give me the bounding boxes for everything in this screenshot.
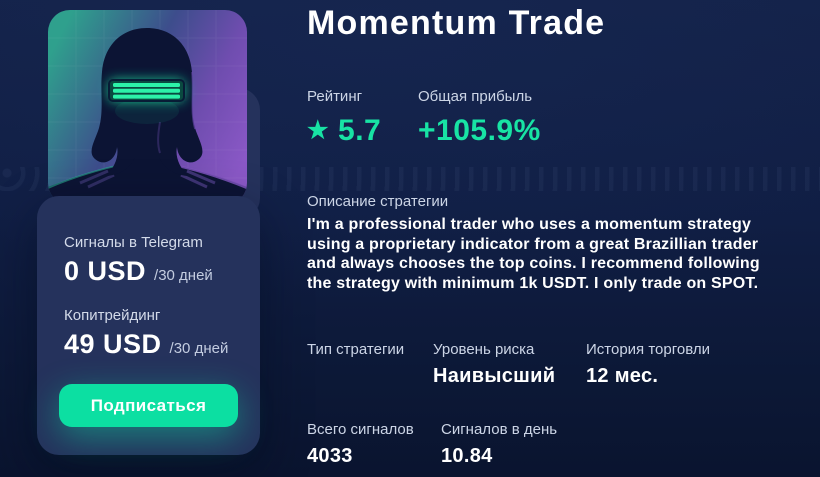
stat-label: Уровень риска [433, 341, 535, 358]
rating-label: Рейтинг [307, 88, 363, 105]
trader-avatar [48, 10, 247, 205]
plan-period: /30 дней [154, 267, 213, 284]
stats-row-1: Тип стратегии Уровень риска Наивысший Ис… [307, 341, 710, 388]
stat-trading-history: История торговли 12 мес. [586, 341, 710, 388]
rating-value: ★ 5.7 [307, 114, 418, 148]
profit-metric: Общая прибыль +105.9% [418, 88, 541, 148]
plan-label: Копитрейдинг [64, 307, 161, 324]
stat-label: Всего сигналов [307, 421, 414, 438]
stat-total-signals: Всего сигналов 4033 [307, 421, 441, 468]
rating-metric: Рейтинг ★ 5.7 [307, 88, 418, 148]
avatar-illustration [48, 10, 247, 205]
stat-strategy-type: Тип стратегии [307, 341, 433, 388]
profit-value: +105.9% [418, 114, 541, 147]
plan-copytrading: Копитрейдинг 49 USD /30 дней [64, 307, 233, 360]
stat-signals-per-day: Сигналов в день 10.84 [441, 421, 557, 468]
stat-label: История торговли [586, 341, 710, 358]
star-icon: ★ [307, 117, 330, 144]
plan-telegram-signals: Сигналы в Telegram 0 USD /30 дней [64, 234, 233, 287]
plan-price-row: 49 USD /30 дней [64, 329, 233, 360]
plan-label: Сигналы в Telegram [64, 234, 203, 251]
description-label: Описание стратегии [307, 193, 449, 210]
stat-value: 10.84 [441, 445, 493, 467]
stat-risk-level: Уровень риска Наивысший [433, 341, 586, 388]
description-text: I'm a professional trader who uses a mom… [307, 216, 760, 292]
profit-label: Общая прибыль [418, 88, 533, 105]
plan-price-row: 0 USD /30 дней [64, 256, 233, 287]
pricing-card: Сигналы в Telegram 0 USD /30 дней Копитр… [37, 196, 260, 455]
plan-price: 49 USD [64, 329, 162, 359]
stat-value: Наивысший [433, 365, 556, 387]
stats-row-2: Всего сигналов 4033 Сигналов в день 10.8… [307, 421, 557, 468]
rating-number: 5.7 [338, 114, 382, 147]
stat-label: Тип стратегии [307, 341, 405, 358]
page-title: Momentum Trade [307, 4, 606, 42]
strategy-details: Momentum Trade Рейтинг ★ 5.7 Общая прибы… [307, 0, 820, 477]
stat-value: 4033 [307, 445, 353, 467]
stat-label: Сигналов в день [441, 421, 558, 438]
plan-price: 0 USD [64, 256, 147, 286]
visor-icon [108, 79, 185, 102]
subscribe-button[interactable]: Подписаться [59, 384, 238, 427]
plan-period: /30 дней [169, 340, 229, 357]
stat-value: 12 мес. [586, 365, 659, 387]
metrics-row: Рейтинг ★ 5.7 Общая прибыль +105.9% [307, 88, 541, 148]
